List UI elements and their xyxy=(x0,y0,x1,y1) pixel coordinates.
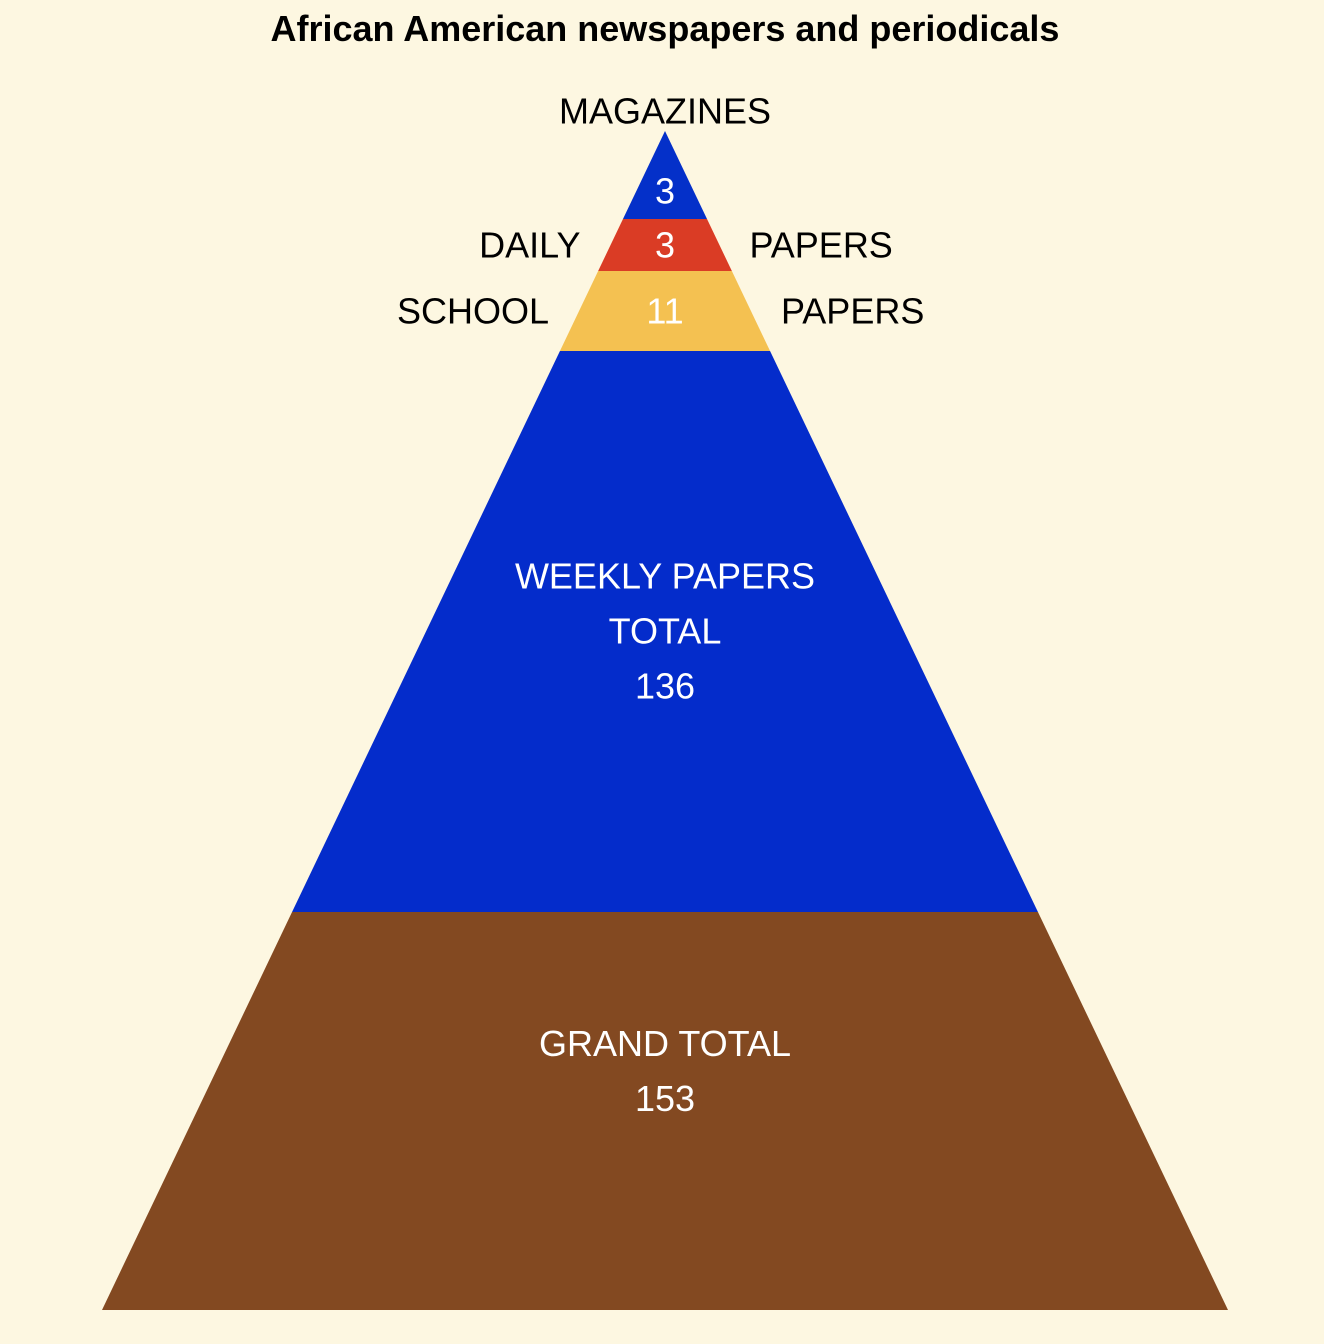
value-label-school-papers: 11 xyxy=(646,291,683,332)
segment-weekly-papers-total xyxy=(292,351,1038,912)
value-label-grand-total: 153 xyxy=(635,1078,695,1119)
segment-label-grand-total: GRAND TOTAL xyxy=(539,1023,791,1064)
segment-label-weekly-papers-total: TOTAL xyxy=(609,611,722,652)
pyramid-segments xyxy=(102,131,1228,1310)
segment-daily-papers xyxy=(598,219,732,271)
segment-magazines xyxy=(622,131,708,219)
value-label-magazines: 3 xyxy=(655,171,675,212)
outside-left-label-school-papers: SCHOOL xyxy=(397,291,549,332)
segment-grand-total xyxy=(102,912,1228,1310)
pyramid-labels: 3 MAGAZINES 3 DAILY PAPERS 11 SCHOOL PAPERS WEEK… xyxy=(397,91,924,1120)
value-label-daily-papers: 3 xyxy=(655,225,675,266)
outside-left-label-daily-papers: DAILY xyxy=(479,225,580,266)
outside-right-label-school-papers: PAPERS xyxy=(781,291,924,332)
segment-label-weekly-papers-total: WEEKLY PAPERS xyxy=(515,556,815,597)
segment-school-papers xyxy=(559,271,771,351)
chart-title: African American newspapers and periodic… xyxy=(271,8,1060,49)
outside-label-magazines: MAGAZINES xyxy=(559,91,771,132)
value-label-weekly-papers-total: 136 xyxy=(635,666,695,707)
outside-right-label-daily-papers: PAPERS xyxy=(749,225,892,266)
